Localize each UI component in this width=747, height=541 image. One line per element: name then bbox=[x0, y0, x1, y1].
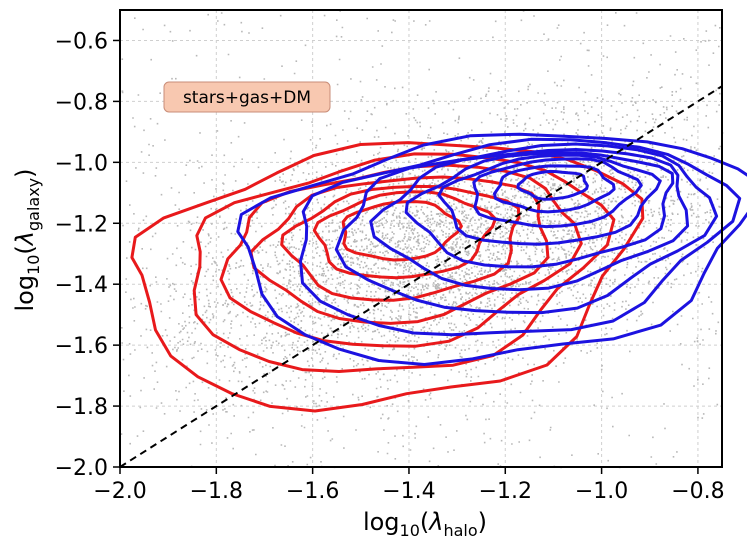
y-axis-ticks: −2.0 −1.8 −1.6 −1.4 −1.2 −1.0 −0.8 −0.6 bbox=[55, 29, 120, 481]
red-contour bbox=[130, 141, 645, 413]
x-tick-label: −1.0 bbox=[575, 479, 628, 504]
blue-contour bbox=[472, 157, 643, 229]
y-tick-label: −2.0 bbox=[55, 456, 108, 481]
x-axis-ticks: −2.0 −1.8 −1.6 −1.4 −1.2 −1.0 −0.8 bbox=[93, 467, 725, 504]
red-contour bbox=[312, 190, 497, 280]
blue-contour bbox=[516, 169, 589, 201]
annotation-text: stars+gas+DM bbox=[183, 88, 311, 108]
y-tick-label: −1.0 bbox=[55, 151, 108, 176]
y-tick-label: −1.6 bbox=[55, 334, 108, 359]
one-to-one-line bbox=[119, 85, 723, 468]
x-tick-label: −0.8 bbox=[671, 479, 724, 504]
y-tick-label: −1.4 bbox=[55, 273, 108, 298]
x-tick-label: −1.4 bbox=[382, 479, 435, 504]
x-tick-label: −1.6 bbox=[286, 479, 339, 504]
x-tick-label: −1.8 bbox=[190, 479, 243, 504]
scatter-cloud bbox=[120, 10, 724, 469]
contours bbox=[130, 132, 747, 413]
x-tick-label: −2.0 bbox=[93, 479, 146, 504]
red-contour bbox=[341, 200, 463, 262]
blue-contour bbox=[404, 151, 675, 269]
blue-contour bbox=[437, 153, 662, 246]
blue-contour bbox=[299, 137, 742, 337]
blue-contour bbox=[369, 148, 690, 292]
y-axis-label: log10(λgalaxy) bbox=[11, 168, 43, 311]
blue-contour bbox=[236, 132, 747, 366]
y-tick-label: −1.2 bbox=[55, 212, 108, 237]
x-axis-label: log10(λhalo) bbox=[363, 508, 487, 540]
annotation-box bbox=[163, 81, 331, 113]
blue-contour bbox=[493, 164, 616, 214]
plot-frame bbox=[119, 9, 723, 468]
blue-contour bbox=[334, 142, 719, 315]
legend-annotation: stars+gas+DM bbox=[163, 81, 331, 113]
y-tick-label: −0.8 bbox=[55, 90, 108, 115]
scatter-points bbox=[120, 10, 724, 469]
y-tick-label: −0.6 bbox=[55, 29, 108, 54]
x-tick-label: −1.2 bbox=[479, 479, 532, 504]
y-tick-label: −1.8 bbox=[55, 395, 108, 420]
